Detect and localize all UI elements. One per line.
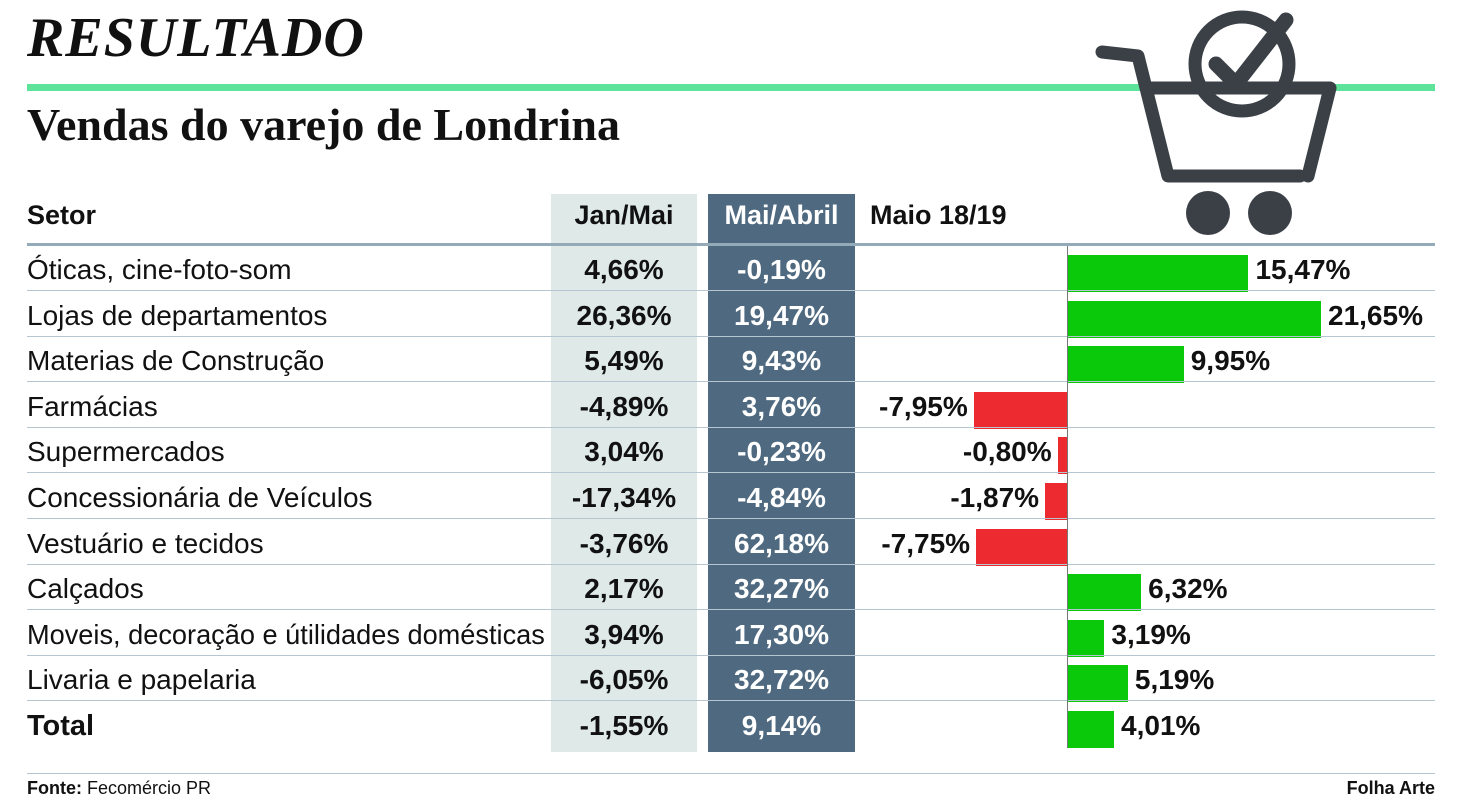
sector-name: Vestuário e tecidos: [27, 527, 264, 559]
source-label: Fonte:: [27, 778, 82, 798]
row-divider: [27, 609, 1435, 611]
row-divider: [27, 335, 1435, 337]
bar-value-label: -7,75%: [881, 527, 971, 559]
mai-abril-value: 32,27%: [734, 573, 829, 605]
bar-value-label: -0,80%: [962, 436, 1052, 468]
positive-bar: [1067, 574, 1142, 612]
header-setor: Setor: [27, 200, 97, 230]
bar-value-label: 15,47%: [1255, 254, 1351, 285]
mai-abril-value: 9,14%: [741, 710, 822, 741]
jan-mai-value: -3,76%: [579, 527, 669, 559]
negative-bar: [1045, 483, 1067, 520]
header-jan-mai: Jan/Mai: [574, 200, 674, 230]
source-note: Fonte: Fecomércio PR: [27, 778, 211, 799]
jan-mai-value: 3,94%: [584, 618, 664, 650]
jan-mai-value: 26,36%: [576, 299, 672, 331]
mai-abril-value: -4,84%: [737, 482, 826, 513]
positive-bar: [1067, 619, 1105, 657]
positive-bar: [1067, 346, 1184, 384]
chart-headline: Vendas do varejo de Londrina: [27, 99, 621, 150]
bar-value-label: 6,32%: [1148, 573, 1228, 605]
table-row: Moveis, decoração e útilidades doméstica…: [0, 611, 1461, 657]
kicker-title: RESULTADO: [27, 7, 365, 69]
sector-name: Total: [27, 710, 95, 742]
table-row: Lojas de departamentos 26,36% 19,47% 21,65%: [0, 292, 1461, 338]
positive-bar: [1067, 665, 1128, 703]
table-row: Farmácias -4,89% 3,76% -7,95%: [0, 383, 1461, 429]
credit-note: Folha Arte: [1346, 778, 1435, 798]
row-divider: [27, 518, 1435, 519]
row-divider: [27, 381, 1435, 383]
jan-mai-value: 2,17%: [584, 573, 664, 605]
row-divider: [27, 654, 1435, 656]
row-divider: [27, 563, 1435, 565]
negative-bar: [973, 391, 1067, 429]
row-divider: [27, 700, 1435, 702]
mai-abril-value: -0,19%: [737, 254, 826, 285]
shopping-cart-check-icon: [1095, 10, 1337, 235]
header-maio: Maio 18/19: [870, 200, 1007, 230]
sector-name: Farmácias: [27, 390, 158, 422]
jan-mai-value: -6,05%: [579, 664, 669, 696]
header-mai-abril: Mai/Abril: [724, 200, 839, 230]
source-value: Fecomércio PR: [87, 778, 212, 798]
jan-mai-value: 3,04%: [584, 436, 664, 468]
sector-name: Supermercados: [27, 436, 225, 468]
sector-name: Óticas, cine-foto-som: [27, 254, 292, 285]
jan-mai-value: -4,89%: [579, 390, 669, 422]
mai-abril-value: -0,23%: [737, 436, 826, 468]
mai-abril-value: 62,18%: [734, 527, 829, 559]
positive-bar: [1067, 255, 1249, 292]
row-divider: [27, 472, 1435, 474]
bar-value-label: 5,19%: [1134, 664, 1215, 696]
table-row: Concessionária de Veículos -17,34% -4,84% -…: [0, 474, 1461, 520]
header-divider: [27, 243, 1435, 246]
bar-value-label: -1,87%: [950, 482, 1040, 513]
table-row: Vestuário e tecidos -3,76% 62,18% -7,75%: [0, 520, 1461, 566]
negative-bar: [976, 528, 1067, 566]
total-row: Total -1,55% 9,14% 4,01%: [0, 702, 1461, 748]
accent-divider: [27, 84, 1435, 91]
bar-zero-axis: [1067, 246, 1068, 748]
bar-value-label: 4,01%: [1121, 710, 1201, 741]
bar-value-label: 9,95%: [1190, 345, 1271, 377]
table-row: Óticas, cine-foto-som 4,66% -0,19% 15,47%: [0, 246, 1461, 292]
mai-abril-value: 3,76%: [741, 390, 822, 422]
jan-mai-value: -1,55%: [579, 710, 669, 741]
jan-mai-value: -17,34%: [571, 482, 677, 513]
table-row: Supermercados 3,04% -0,23% -0,80%: [0, 428, 1461, 475]
jan-mai-value: 4,66%: [584, 254, 664, 285]
sector-name: Lojas de departamentos: [27, 299, 328, 331]
sector-name: Concessionária de Veículos: [27, 482, 373, 513]
jan-mai-value: 5,49%: [584, 345, 664, 377]
table-row: Livaria e papelaria -6,05% 32,72% 5,19%: [0, 656, 1461, 703]
positive-bar: [1067, 711, 1115, 748]
sector-name: Moveis, decoração e útilidades doméstica…: [27, 618, 545, 650]
sector-name: Livaria e papelaria: [27, 664, 256, 696]
table-row: Calçados 2,17% 32,27% 6,32%: [0, 565, 1461, 612]
footer-divider: [27, 773, 1435, 774]
positive-bar: [1067, 300, 1321, 338]
table-row: Materias de Construção 5,49% 9,43% 9,95%: [0, 337, 1461, 384]
bar-value-label: 3,19%: [1111, 618, 1191, 650]
negative-bar: [1057, 437, 1067, 475]
mai-abril-value: 17,30%: [734, 618, 829, 650]
sector-name: Calçados: [27, 573, 144, 605]
bar-value-label: -7,95%: [879, 390, 968, 422]
sector-name: Materias de Construção: [27, 345, 325, 377]
bar-value-label: 21,65%: [1328, 299, 1423, 331]
mai-abril-value: 9,43%: [741, 345, 822, 377]
row-divider: [27, 290, 1435, 291]
row-divider: [27, 426, 1435, 428]
mai-abril-value: 32,72%: [734, 664, 829, 696]
mai-abril-value: 19,47%: [734, 299, 829, 331]
